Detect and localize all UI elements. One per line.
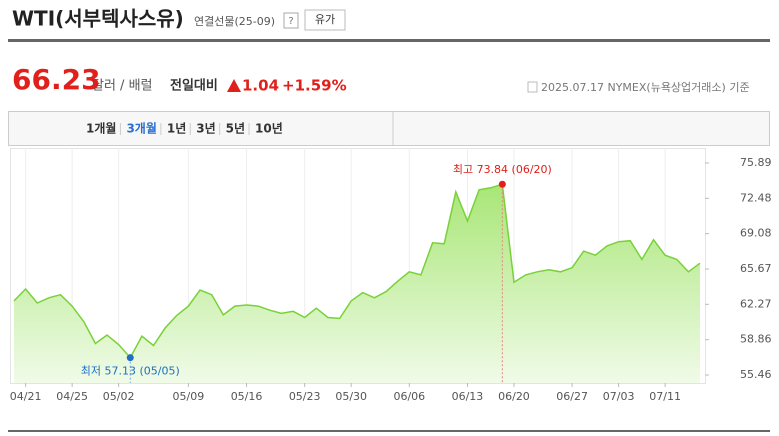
high-marker	[498, 180, 506, 188]
help[interactable]: ?	[288, 16, 293, 27]
y-tick-label: 62.27	[740, 297, 772, 310]
x-tick-label: 06/20	[498, 390, 530, 403]
tab-bar	[8, 111, 770, 146]
change-pct: +1.59%	[282, 77, 347, 95]
x-tick-label: 05/23	[289, 390, 321, 403]
x-tick-label: 05/02	[103, 390, 135, 403]
tab[interactable]: 1년	[167, 122, 186, 136]
x-tick-label: 04/21	[10, 390, 42, 403]
x-tick-label: 07/11	[649, 390, 681, 403]
y-tick-label: 75.89	[740, 156, 772, 169]
x-tick-label: 06/06	[393, 390, 425, 403]
y-tick-label: 69.08	[740, 227, 772, 240]
button[interactable]: 유가	[315, 13, 335, 26]
x-tick-label: 05/16	[231, 390, 263, 403]
tab[interactable]: 10년	[255, 122, 283, 136]
tab[interactable]: 3년	[196, 122, 215, 136]
change-label: 전일대비	[170, 78, 218, 94]
x-tick-label: 07/03	[603, 390, 635, 403]
bottom-separator	[8, 430, 770, 432]
title: WTI(서부텍사스유)	[12, 7, 184, 31]
low-marker	[126, 354, 134, 362]
tab[interactable]: 1개월	[86, 121, 116, 136]
change: 1.04	[242, 77, 279, 95]
tab[interactable]: 5년	[226, 122, 245, 136]
price: 66.23	[12, 63, 101, 96]
help-box[interactable]	[283, 12, 299, 29]
up-icon	[227, 79, 241, 92]
x-tick-label: 04/25	[56, 390, 88, 403]
button-box[interactable]	[304, 9, 346, 31]
y-tick-label: 55.46	[740, 368, 772, 381]
unit: 달러 / 배럴	[92, 79, 153, 94]
source: 2025.07.17 NYMEX(뉴욕상업거래소) 기준	[541, 81, 750, 94]
y-tick-label: 65.67	[740, 262, 772, 275]
tab[interactable]: 3개월	[126, 121, 156, 136]
y-tick-label: 58.86	[740, 333, 772, 346]
x-tick-label: 05/09	[173, 390, 205, 403]
low-label: 최저 57.13 (05/05)	[81, 365, 180, 378]
high-label: 최고 73.84 (06/20)	[453, 163, 552, 176]
subtitle: 연결선물(25-09)	[194, 15, 275, 28]
separator	[8, 39, 770, 42]
plot-frame	[10, 148, 706, 384]
calendar-icon	[527, 81, 538, 93]
x-tick-label: 06/13	[452, 390, 484, 403]
x-tick-label: 06/27	[556, 390, 588, 403]
x-tick-label: 05/30	[335, 390, 367, 403]
area	[14, 184, 700, 383]
y-tick-label: 72.48	[740, 191, 772, 204]
